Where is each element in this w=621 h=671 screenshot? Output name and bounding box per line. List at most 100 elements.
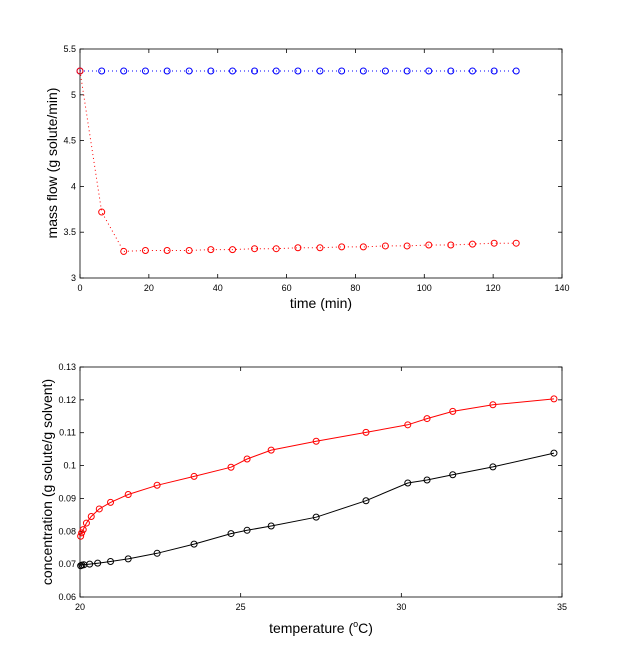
- mass-flow-y-tick-label: 3.5: [63, 227, 76, 237]
- concentration-x-tick-label: 20: [75, 602, 85, 612]
- concentration-series-2-point: [362, 497, 370, 505]
- concentration-y-tick-label: 0.11: [59, 428, 76, 438]
- concentration-series-2-point: [107, 558, 115, 566]
- mass-flow-x-tick-label: 80: [350, 283, 360, 293]
- concentration-series-2-point: [153, 549, 161, 557]
- mass-flow-plot-area: [79, 48, 563, 279]
- concentration-series-1-point: [87, 513, 95, 520]
- mass-flow-series-2-point: [425, 241, 433, 249]
- mass-flow-series-2-point: [229, 246, 237, 254]
- concentration-series-1-point: [404, 421, 412, 429]
- concentration-x-axis-label: temperature (oC): [269, 619, 373, 636]
- concentration-series-1-point: [423, 415, 431, 423]
- concentration-series-1-point: [227, 463, 235, 471]
- mass-flow-y-tick-label: 4.5: [63, 136, 76, 146]
- mass-flow-series-2-point: [207, 246, 215, 254]
- mass-flow-x-tick-label: 40: [213, 283, 223, 293]
- concentration-plot-area: [79, 366, 563, 598]
- concentration-series-2-point: [550, 449, 558, 457]
- mass-flow-series-2-point: [76, 67, 84, 75]
- mass-flow-series-1-point: [163, 67, 171, 75]
- concentration-series-2-point: [449, 471, 457, 479]
- concentration-series-1-point: [550, 395, 558, 403]
- concentration-x-tick-label: 25: [236, 602, 246, 612]
- concentration-series-1-point: [243, 455, 251, 463]
- mass-flow-x-tick-label: 20: [144, 283, 154, 293]
- concentration-series-1-point: [312, 437, 320, 445]
- mass-flow-x-tick-label: 140: [554, 283, 569, 293]
- concentration-y-tick-label: 0.07: [58, 559, 76, 569]
- mass-flow-x-tick-label: 120: [486, 283, 501, 293]
- mass-flow-series-2-point: [381, 242, 389, 250]
- mass-flow-series-1-point: [490, 67, 498, 75]
- concentration-series-1-point: [153, 481, 161, 489]
- concentration-series-1-point: [362, 428, 370, 436]
- concentration-series-2-point: [243, 526, 251, 534]
- mass-flow-series-2-point: [338, 243, 346, 251]
- concentration-series-2-point: [124, 555, 132, 563]
- concentration-series-2-point: [489, 463, 497, 471]
- concentration-series-line-2: [80, 452, 555, 567]
- concentration-x-tick-label: 35: [557, 602, 567, 612]
- concentration-ticks: 20 25 30 35 0.06 0.07 0.08 0.09 0.1 0.11 0.12 0.13: [58, 362, 567, 612]
- concentration-series-2-point: [423, 476, 431, 484]
- concentration-series-1-point: [79, 526, 87, 534]
- concentration-y-axis-label: concentration (g solute/g solvent): [39, 379, 55, 585]
- mass-flow-series-1-point: [425, 67, 433, 75]
- mass-flow-series-1-point: [251, 67, 259, 75]
- mass-flow-series-1-point: [229, 67, 237, 75]
- mass-flow-ticks: 0 20 40 60 80 100 120 140 3 3.5 4 4.5 5 5.5: [63, 44, 569, 293]
- mass-flow-series-2-point: [490, 239, 498, 247]
- mass-flow-series-2-point: [316, 244, 324, 252]
- mass-flow-series-2-point: [141, 247, 149, 255]
- concentration-y-tick-label: 0.12: [58, 395, 76, 405]
- mass-flow-series-2-point: [403, 242, 411, 250]
- mass-flow-series: [76, 67, 520, 255]
- concentration-series-1-point: [267, 446, 275, 454]
- concentration-series-1-point: [489, 401, 497, 409]
- mass-flow-series-1-point: [403, 67, 411, 75]
- concentration-y-tick-label: 0.1: [63, 461, 76, 471]
- mass-flow-series-1-point: [98, 67, 106, 75]
- mass-flow-series-1-point: [185, 67, 193, 75]
- mass-flow-series-1-point: [141, 67, 149, 75]
- concentration-series-1-point: [95, 505, 103, 513]
- mass-flow-series-1-point: [359, 67, 367, 75]
- concentration-y-tick-label: 0.08: [58, 526, 76, 536]
- mass-flow-x-axis-label: time (min): [290, 295, 352, 311]
- mass-flow-series-2-point: [251, 245, 259, 253]
- mass-flow-series-1-point: [272, 67, 280, 75]
- mass-flow-series-2-point: [120, 247, 128, 255]
- mass-flow-series-2-point: [98, 208, 106, 216]
- concentration-plot: 20 25 30 350.060.070.080.090.10.110.120.13 …: [39, 362, 567, 636]
- concentration-series-1-point: [190, 472, 198, 480]
- mass-flow-series-2-point: [447, 241, 455, 249]
- mass-flow-series-1-point: [120, 67, 128, 75]
- concentration-y-tick-label: 0.09: [58, 493, 76, 503]
- mass-flow-y-tick-label: 3: [71, 273, 76, 283]
- mass-flow-series-2-point: [468, 240, 476, 248]
- mass-flow-series-1-point: [294, 67, 302, 75]
- mass-flow-series-2-point: [185, 247, 193, 255]
- mass-flow-x-tick-label: 100: [417, 283, 432, 293]
- mass-flow-x-tick-label: 60: [282, 283, 292, 293]
- mass-flow-series-1-point: [468, 67, 476, 75]
- concentration-series-1-point: [124, 490, 132, 498]
- concentration-y-tick-label: 0.13: [58, 362, 76, 372]
- concentration-series-2-point: [312, 513, 320, 521]
- concentration-series-2-point: [227, 530, 235, 538]
- mass-flow-series-2-point: [512, 239, 520, 247]
- mass-flow-plot: 0 20 40 60 80 100 120 140 3 3.5 4 4.5 5 5.5 time (min…: [44, 44, 570, 311]
- mass-flow-series-2-point: [359, 243, 367, 251]
- concentration-y-tick-label: 0.06: [58, 592, 76, 602]
- concentration-series: [77, 395, 558, 570]
- mass-flow-series-1-point: [447, 67, 455, 75]
- mass-flow-series-1-point: [316, 67, 324, 75]
- mass-flow-y-tick-label: 5.5: [63, 44, 76, 54]
- mass-flow-x-tick-label: 0: [77, 283, 82, 293]
- mass-flow-series-2-point: [294, 244, 302, 252]
- concentration-series-2-point: [94, 559, 102, 567]
- mass-flow-y-tick-label: 5: [71, 90, 76, 100]
- mass-flow-series-1-point: [207, 67, 215, 75]
